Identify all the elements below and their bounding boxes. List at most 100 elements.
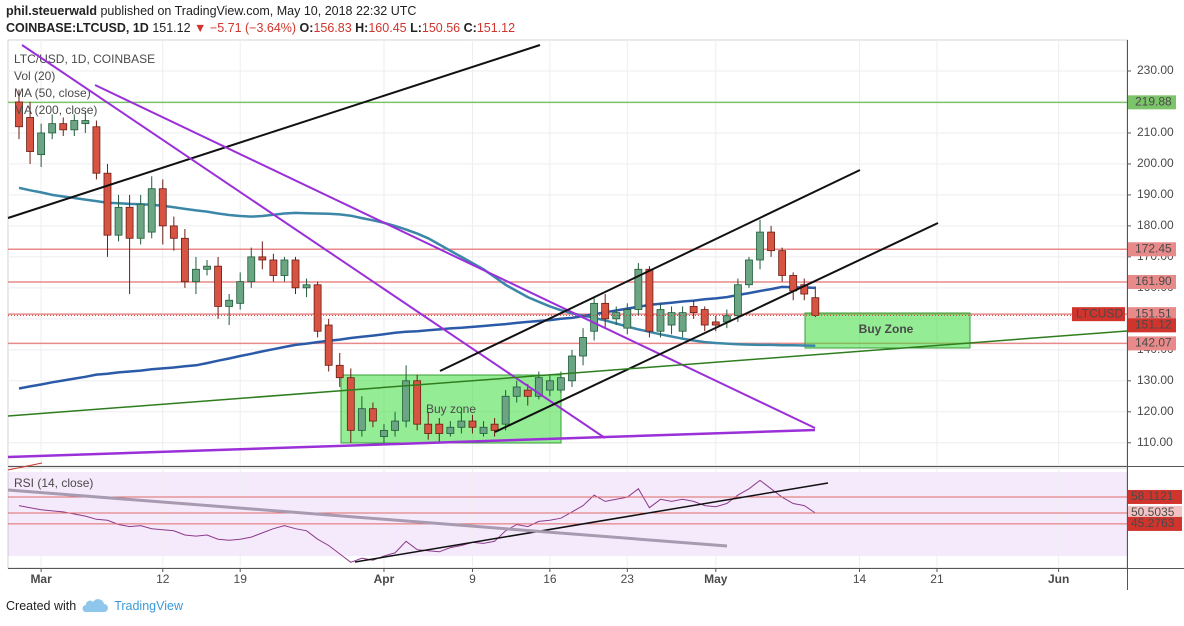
candle-body (203, 265, 211, 270)
candle-body (479, 426, 488, 434)
candle-body (280, 259, 289, 276)
annotation: Buy Zone (859, 322, 914, 336)
last: 151.12 (152, 21, 191, 35)
footer: Created with TradingView (6, 599, 183, 613)
x-tick-label: Jun (1048, 572, 1069, 586)
level-label: 142.07 (1135, 336, 1172, 350)
candle-body (402, 380, 411, 422)
candle-body (468, 420, 477, 428)
candle-body (147, 188, 156, 233)
rsi-level-label: 58.1121 (1131, 489, 1174, 503)
volume-legend: Vol (20) (14, 69, 55, 83)
x-tick-label: Apr (374, 572, 395, 586)
trend-line (7, 44, 541, 219)
candle-body (48, 123, 57, 134)
symbol-tag-bg (1072, 307, 1125, 322)
candle-body (523, 389, 532, 397)
candle-body (158, 188, 167, 227)
y-tick-label: 110.00 (1137, 435, 1173, 449)
candle-body (745, 259, 753, 286)
candle-body (667, 312, 676, 326)
candle-body (601, 302, 610, 320)
candle-body (490, 423, 499, 431)
c: 151.12 (476, 21, 516, 35)
candle-body (103, 172, 112, 236)
candle-body (225, 299, 234, 307)
rsi-trend-line (7, 488, 728, 548)
candle-body (291, 259, 300, 289)
candle-body (269, 259, 278, 276)
x-tick-label: May (704, 572, 728, 586)
x-tick-label: 23 (621, 572, 635, 586)
y-tick-label: 180.00 (1137, 218, 1174, 232)
x-tick-label: 21 (930, 572, 944, 586)
brand[interactable]: TradingView (114, 599, 183, 613)
o: 156.83 (313, 21, 352, 35)
candle-body (169, 225, 178, 239)
candle-body (612, 312, 621, 320)
y-tick-label: 120.00 (1137, 404, 1174, 418)
candle-body (557, 377, 565, 391)
candle-body (324, 324, 333, 366)
candle-body (180, 237, 189, 283)
candle-body (313, 284, 322, 332)
candle-body (92, 126, 101, 174)
header: phil.steuerwald published on TradingView… (6, 3, 515, 37)
rsi-level-label: 45.2763 (1131, 516, 1175, 530)
x-tick-label: 16 (543, 572, 557, 586)
symbol-tag: LTCUSD (1076, 306, 1123, 320)
trend-line (94, 84, 816, 429)
candle-body (756, 231, 764, 261)
rsi-name: RSI (14, close) (14, 476, 93, 490)
candle-body (590, 302, 599, 332)
candle-body (689, 306, 698, 314)
level-label-bg (1128, 307, 1176, 322)
candle-body (125, 206, 134, 239)
candle-body (545, 380, 554, 391)
candle-body (678, 312, 687, 332)
logo (82, 599, 109, 612)
candle-body (357, 408, 366, 431)
price-pane (7, 39, 1128, 467)
legend-entry: MA (50, close) (14, 86, 91, 100)
candle-body (734, 284, 742, 317)
h: 160.45 (368, 21, 407, 35)
candle-body (424, 423, 433, 434)
level-label: 151.51 (1135, 306, 1172, 320)
candle-body (512, 386, 521, 397)
channel-line (439, 169, 861, 372)
rsi-trend-line (354, 482, 829, 563)
candle-body (192, 268, 200, 283)
logo-cloud (82, 599, 109, 612)
candle-body (37, 132, 46, 156)
trend-line (7, 428, 816, 459)
x-tick-label: 19 (234, 572, 248, 586)
trend-line (21, 44, 606, 439)
level-label: 219.88 (1135, 95, 1172, 109)
ma-line (18, 285, 816, 390)
l: 150.56 (421, 21, 461, 35)
level-label-bg (1128, 95, 1176, 110)
candle-body (59, 123, 68, 131)
candle-body (634, 268, 643, 310)
candle-body (247, 256, 256, 283)
rsi-line (18, 479, 816, 563)
background-layer (8, 40, 1131, 572)
y-tick-label: 210.00 (1137, 125, 1174, 139)
candle-body (534, 377, 543, 397)
foreground-layer: 110.00120.00130.00140.00150.00160.00170.… (8, 52, 1182, 586)
candle-body (711, 321, 720, 326)
candle-body (236, 281, 245, 304)
x-tick-label: 14 (853, 572, 867, 586)
candle-body (767, 231, 775, 252)
candle-body (656, 309, 665, 332)
change: ▼ −5.71 (−3.64%) (194, 21, 297, 35)
rsi-level-label: 50.5035 (1131, 505, 1175, 519)
candle-body (136, 203, 145, 239)
candle-body (800, 284, 809, 295)
candle-body (811, 297, 820, 316)
candle-body (335, 364, 344, 379)
y-tick-label: 130.00 (1137, 373, 1174, 387)
